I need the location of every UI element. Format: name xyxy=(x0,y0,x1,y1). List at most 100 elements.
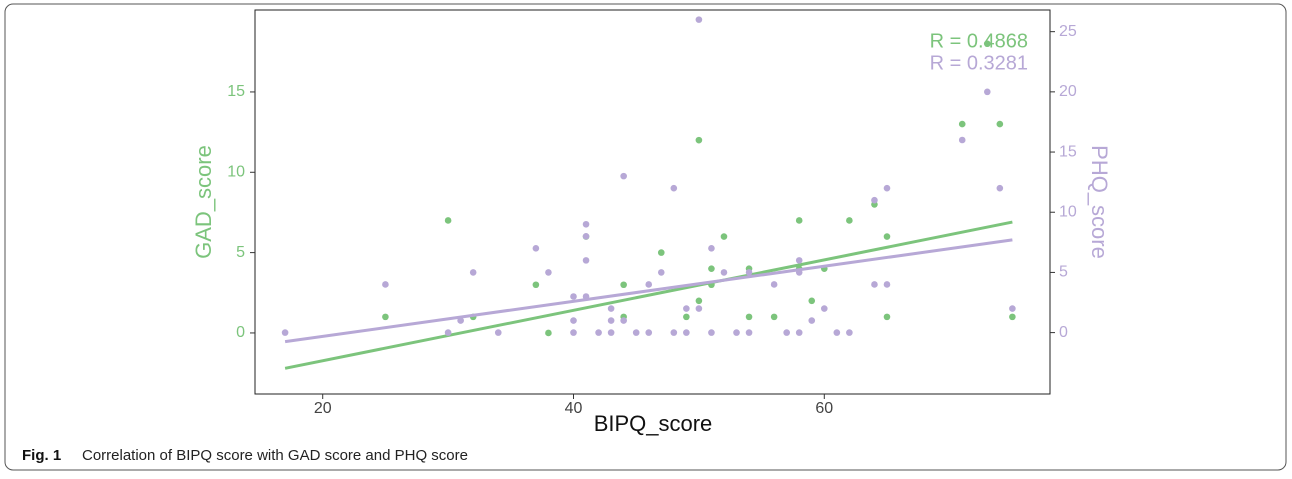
point xyxy=(745,269,753,276)
point xyxy=(683,329,690,336)
point xyxy=(281,329,289,336)
point xyxy=(808,297,816,305)
point xyxy=(695,136,703,144)
point xyxy=(984,40,991,48)
point xyxy=(733,329,740,336)
y2-axis-label: PHQ_score xyxy=(1087,145,1112,259)
point xyxy=(620,281,627,289)
fit-line xyxy=(284,238,1013,344)
point xyxy=(720,269,728,276)
point xyxy=(883,281,891,288)
point xyxy=(996,184,1004,192)
point xyxy=(444,217,452,224)
caption-label: Fig. 1 xyxy=(22,447,61,464)
point xyxy=(795,329,803,336)
point xyxy=(545,269,552,276)
point xyxy=(871,281,878,288)
point xyxy=(808,317,816,324)
point xyxy=(620,172,627,180)
point xyxy=(657,269,665,276)
point xyxy=(570,317,577,324)
point xyxy=(683,305,690,312)
point xyxy=(570,329,577,336)
y-tick-label: 15 xyxy=(227,83,245,100)
y2-tick-label: 0 xyxy=(1059,324,1068,341)
point xyxy=(582,257,590,264)
point xyxy=(720,233,728,240)
point xyxy=(582,233,590,240)
point xyxy=(745,329,753,336)
y2-tick-label: 25 xyxy=(1059,23,1077,40)
point xyxy=(883,233,891,240)
point xyxy=(382,281,389,288)
point xyxy=(607,317,615,324)
plot-panel xyxy=(254,9,1051,395)
point xyxy=(695,16,703,23)
point xyxy=(645,329,653,336)
point xyxy=(494,329,502,336)
correlation-label: R = 0.4868 xyxy=(930,30,1028,52)
y-tick-label: 10 xyxy=(227,163,245,180)
point xyxy=(708,265,715,272)
point xyxy=(958,136,966,144)
y2-tick-label: 20 xyxy=(1059,83,1077,100)
point xyxy=(657,249,665,256)
point xyxy=(783,329,790,336)
point xyxy=(645,281,653,288)
point xyxy=(871,196,878,204)
point xyxy=(846,329,853,336)
figure-border xyxy=(4,3,1287,471)
point xyxy=(532,281,540,289)
point xyxy=(745,313,753,321)
y2-tick-label: 10 xyxy=(1059,203,1077,220)
point xyxy=(607,305,615,312)
point xyxy=(444,329,452,336)
point xyxy=(670,184,678,192)
point xyxy=(532,245,540,252)
point xyxy=(996,120,1004,128)
point xyxy=(708,245,715,252)
point xyxy=(708,329,715,336)
correlation-label: R = 0.3281 xyxy=(930,52,1028,74)
y2-tick-label: 15 xyxy=(1059,143,1077,160)
y-axis-label: GAD_score xyxy=(191,145,216,259)
point xyxy=(883,313,891,321)
point xyxy=(607,329,615,336)
point xyxy=(545,329,552,337)
point xyxy=(632,329,640,336)
point xyxy=(883,184,891,192)
point xyxy=(833,329,841,336)
x-axis-label: BIPQ_score xyxy=(594,411,713,436)
point xyxy=(382,313,389,321)
point xyxy=(595,329,602,336)
x-tick-label: 40 xyxy=(565,400,583,417)
y-tick-label: 5 xyxy=(236,244,245,261)
point xyxy=(1009,305,1016,312)
y-tick-label: 0 xyxy=(236,324,245,341)
point xyxy=(695,305,703,312)
y2-tick-label: 5 xyxy=(1059,264,1068,281)
point xyxy=(958,120,966,128)
x-tick-label: 60 xyxy=(815,400,833,417)
point xyxy=(846,217,853,224)
point xyxy=(582,220,590,228)
point xyxy=(683,313,690,321)
point xyxy=(670,329,678,336)
point xyxy=(620,317,627,324)
point xyxy=(570,293,577,300)
x-tick-label: 20 xyxy=(314,400,332,417)
point xyxy=(795,217,803,224)
point xyxy=(770,281,778,288)
point xyxy=(469,269,477,276)
point xyxy=(1009,313,1016,321)
point xyxy=(820,305,828,312)
point xyxy=(795,257,803,264)
point xyxy=(984,88,991,96)
caption-text: Correlation of BIPQ score with GAD score… xyxy=(82,447,468,464)
fit-line xyxy=(284,220,1013,370)
point xyxy=(695,297,703,305)
point xyxy=(457,317,464,324)
point xyxy=(770,313,778,321)
